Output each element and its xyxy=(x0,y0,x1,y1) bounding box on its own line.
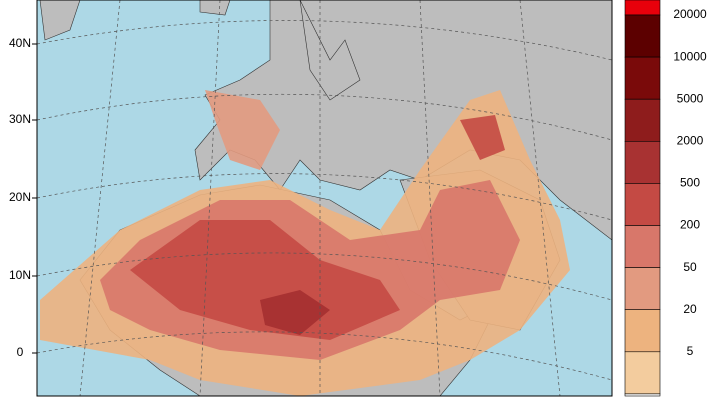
colorbar-segment xyxy=(624,98,661,142)
iceland xyxy=(199,0,231,16)
colorbar-segment xyxy=(624,14,661,58)
colorbar-label: 200 xyxy=(680,218,700,232)
lat-axis: 40N 30N 20N 10N 0 xyxy=(9,36,37,359)
dust-peak xyxy=(260,290,330,335)
colorbar-label: 10000 xyxy=(673,49,707,63)
dust-high xyxy=(130,220,400,340)
colorbar-label: 20000 xyxy=(673,7,707,21)
dust-caspian xyxy=(460,115,505,160)
lat-label: 40N xyxy=(9,36,31,50)
colorbar-segment xyxy=(624,56,661,100)
colorbar-segment xyxy=(624,183,661,226)
lat-label: 10N xyxy=(9,268,31,282)
lat-label: 0 xyxy=(17,345,24,359)
colorbar-label: 500 xyxy=(680,176,700,190)
greenland xyxy=(39,0,81,41)
colorbar-segment xyxy=(624,267,661,311)
graticule xyxy=(37,0,612,396)
colorbar-label: 50 xyxy=(683,260,697,274)
colorbar-segment xyxy=(624,309,661,353)
lat-label: 30N xyxy=(9,112,31,126)
colorbar-label: 5 xyxy=(687,344,694,358)
colorbar-label: 2000 xyxy=(677,133,704,147)
colorbar: 20000 10000 5000 2000 500 200 50 20 5 xyxy=(624,0,707,397)
dust-europe xyxy=(205,90,280,170)
colorbar-label: 20 xyxy=(683,302,697,316)
lat-label: 20N xyxy=(9,190,31,204)
colorbar-segment xyxy=(624,351,661,395)
colorbar-label: 5000 xyxy=(677,91,704,105)
scandinavia xyxy=(299,0,361,101)
colorbar-segment xyxy=(624,141,661,184)
colorbar-segment xyxy=(624,393,661,397)
colorbar-segment xyxy=(624,225,661,268)
colorbar-segment xyxy=(624,0,661,16)
map-area xyxy=(37,0,612,396)
